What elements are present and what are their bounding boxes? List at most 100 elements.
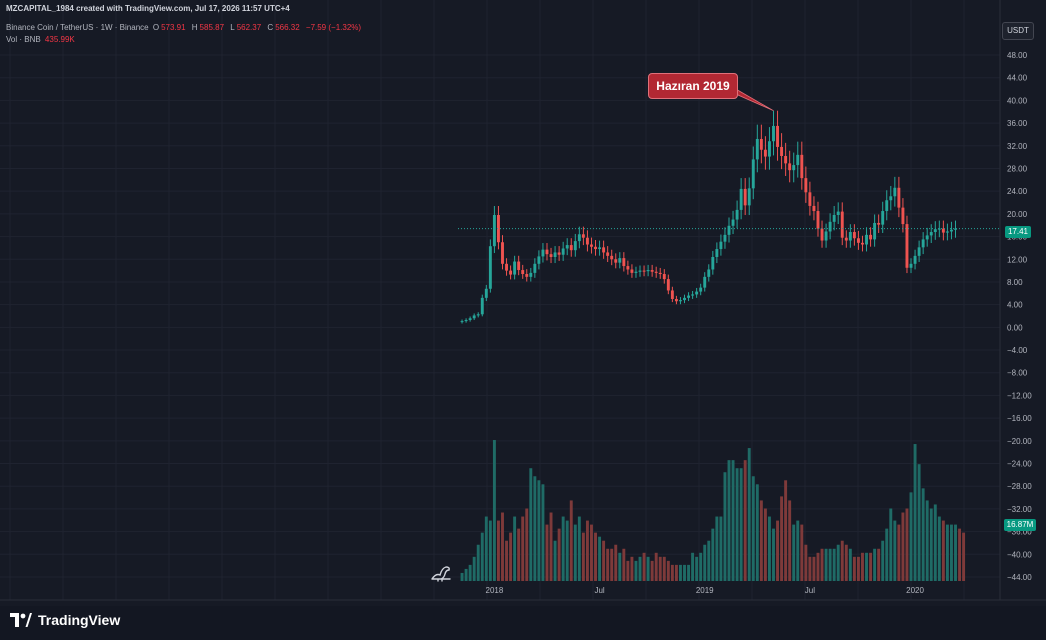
candle-body xyxy=(727,225,731,235)
candle-body xyxy=(513,261,517,275)
candle-body xyxy=(634,271,638,273)
candle-body xyxy=(662,274,666,280)
candle-body xyxy=(638,270,642,272)
volume-bar xyxy=(533,476,537,581)
volume-bar xyxy=(925,500,929,581)
candle-body xyxy=(577,234,581,242)
volume-bar xyxy=(691,552,695,581)
volume-bar xyxy=(784,480,788,581)
tradingview-wordmark: TradingView xyxy=(38,612,121,628)
volume-bar xyxy=(917,464,921,581)
candle-body xyxy=(658,272,662,275)
candle-body xyxy=(468,318,472,320)
candle-body xyxy=(476,314,480,316)
volume-bar xyxy=(747,448,751,581)
y-tick-label: 32.00 xyxy=(1007,142,1028,151)
currency-selector[interactable]: USDT xyxy=(1002,22,1034,40)
volume-bar xyxy=(885,528,889,581)
chart-panel[interactable]: 48.00 44.00 40.00 36.00 32.00 28.00 24.00 20.00… xyxy=(0,0,1046,606)
candle-body xyxy=(618,258,622,263)
candle-body xyxy=(569,245,573,251)
volume-bar xyxy=(905,508,909,581)
volume-bar xyxy=(954,524,957,581)
candle-body xyxy=(505,263,508,271)
volume-bar xyxy=(557,528,561,581)
candle-body xyxy=(950,229,953,232)
volume-bar xyxy=(776,520,779,581)
candle-body xyxy=(509,270,513,275)
candle-body xyxy=(901,207,905,225)
candle-body xyxy=(852,232,856,239)
volume-bar xyxy=(703,544,707,581)
tradingview-logo[interactable]: TradingView xyxy=(10,612,120,628)
candle-body xyxy=(844,237,848,241)
volume-bar xyxy=(638,556,642,581)
candle-body xyxy=(893,187,897,197)
price-chart[interactable]: 48.00 44.00 40.00 36.00 32.00 28.00 24.00 20.00… xyxy=(0,0,1046,606)
volume-bar xyxy=(800,524,804,581)
volume-bar xyxy=(505,540,508,581)
chart-caption: MZCAPITAL_1984 created with TradingView.… xyxy=(6,4,290,13)
candle-body xyxy=(715,249,719,257)
candle-body xyxy=(743,188,747,206)
volume-bar xyxy=(739,468,743,581)
candle-body xyxy=(820,228,824,241)
x-tick-label: Jul xyxy=(805,586,815,595)
candle-body xyxy=(683,297,686,301)
x-tick-label: Jul xyxy=(594,586,604,595)
volume-bar xyxy=(707,540,711,581)
y-tick-label: 36.00 xyxy=(1007,119,1028,128)
candle-body xyxy=(751,159,755,189)
volume-bar xyxy=(658,556,662,581)
candle-body xyxy=(598,247,602,250)
volume-bar xyxy=(808,556,812,581)
volume-bar xyxy=(679,564,682,581)
volume-bar xyxy=(662,556,666,581)
volume-bar xyxy=(561,516,565,581)
volume-bar xyxy=(844,544,848,581)
candle-body xyxy=(812,205,816,212)
candle-body xyxy=(496,215,500,243)
candle-body xyxy=(804,178,808,193)
candle-body xyxy=(719,241,723,250)
volume-bar xyxy=(767,516,771,581)
volume-bar xyxy=(501,512,504,581)
volume-bar xyxy=(646,556,650,581)
candle-body xyxy=(913,255,917,264)
volume-bar xyxy=(594,532,597,581)
candle-body xyxy=(590,244,593,247)
y-tick-label: −24.00 xyxy=(1007,460,1032,469)
volume-bar xyxy=(751,476,755,581)
volume-bar xyxy=(537,480,541,581)
june-2019-callout[interactable]: Hazıran 2019 xyxy=(648,73,738,99)
candle-body xyxy=(848,232,852,241)
volume-bar xyxy=(492,440,496,581)
volume-bar xyxy=(816,552,820,581)
candle-body xyxy=(464,319,468,322)
volume-bar xyxy=(468,564,472,581)
dinosaur-icon[interactable] xyxy=(430,562,452,582)
ohlc-low: L 562.37 xyxy=(230,23,262,32)
candle-body xyxy=(905,224,909,268)
candle-body xyxy=(840,211,844,238)
candle-body xyxy=(691,294,695,296)
candle-body xyxy=(650,270,654,272)
volume-legend[interactable]: Vol · BNB 435.99K xyxy=(6,35,77,44)
volume-bar xyxy=(820,548,824,581)
volume-bar xyxy=(577,516,581,581)
candle-body xyxy=(941,228,945,233)
volume-bar xyxy=(634,560,638,581)
symbol-name[interactable]: Binance Coin / TetherUS · 1W · Binance xyxy=(6,23,149,32)
candle-body xyxy=(767,141,771,157)
volume-bar xyxy=(517,528,521,581)
candle-body xyxy=(731,219,735,226)
volume-bar xyxy=(759,500,763,581)
volume-bar xyxy=(581,532,585,581)
volume-label: Vol · BNB xyxy=(6,35,41,44)
y-tick-label: 12.00 xyxy=(1007,255,1028,264)
candle-body xyxy=(828,221,832,232)
y-tick-label: −28.00 xyxy=(1007,482,1032,491)
volume-bar xyxy=(897,524,901,581)
candle-body xyxy=(747,188,751,206)
candle-body xyxy=(484,288,488,298)
